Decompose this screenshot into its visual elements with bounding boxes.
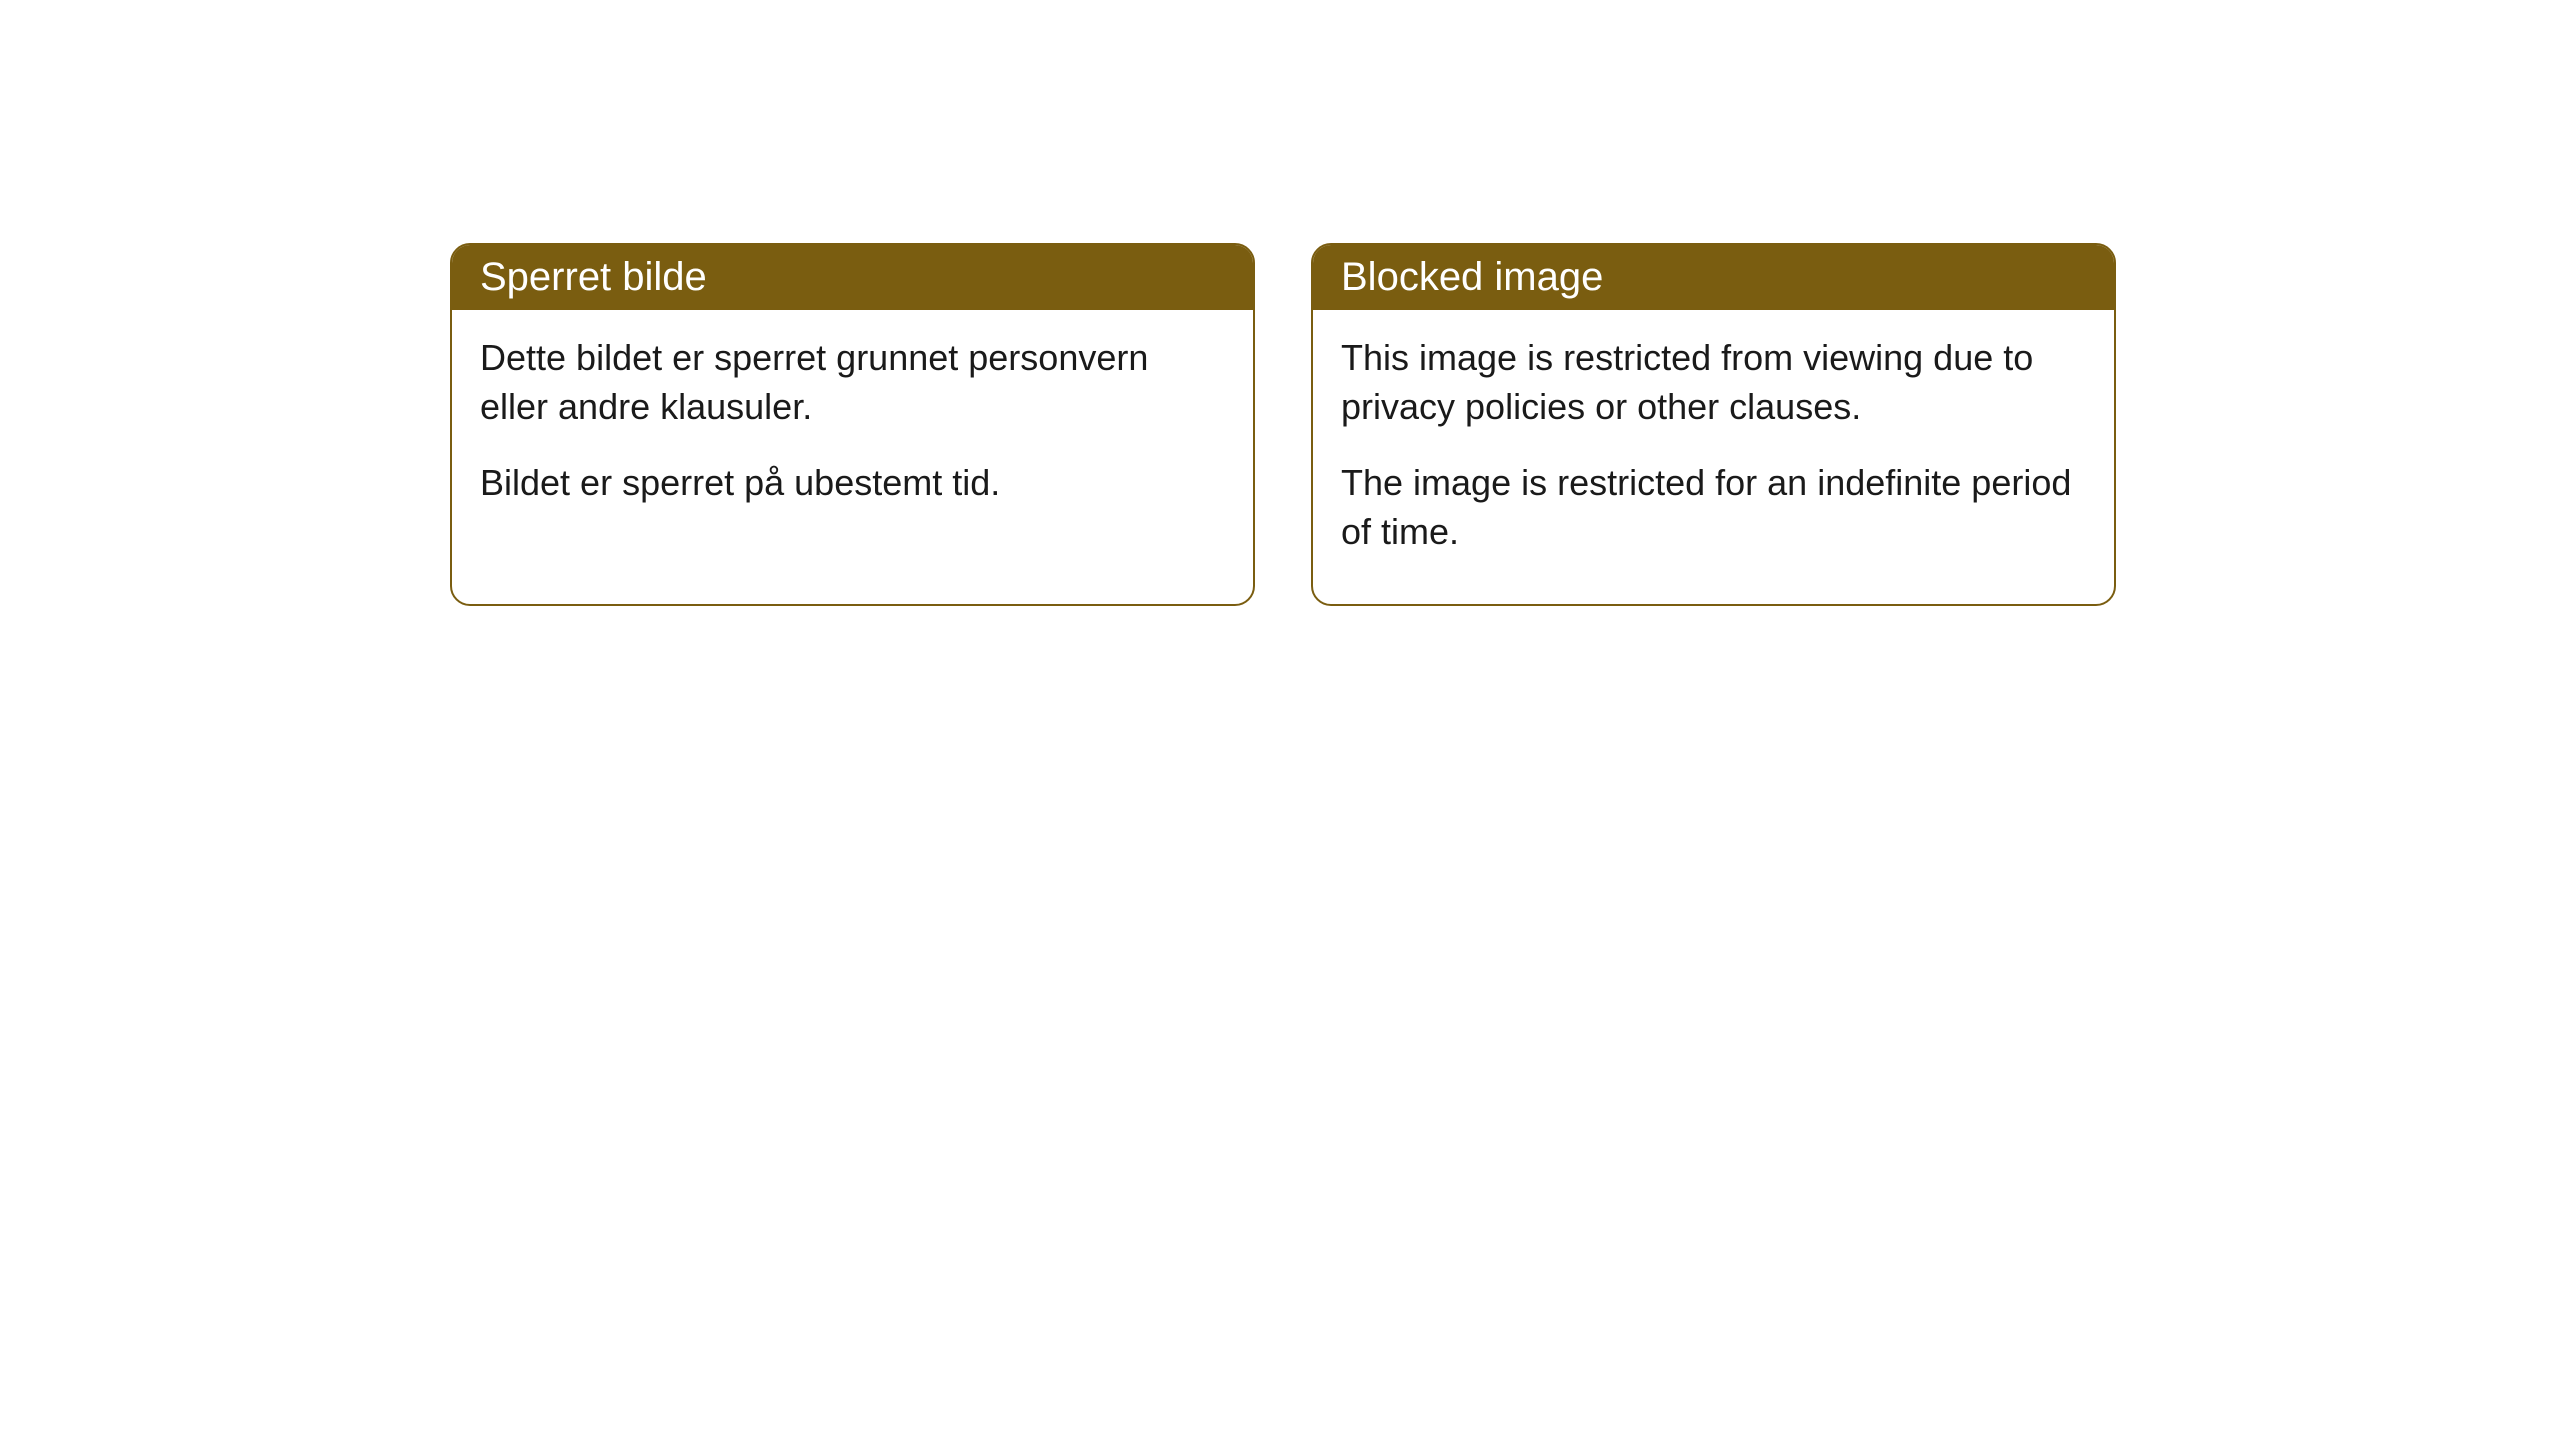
card-title-english: Blocked image	[1341, 255, 1603, 299]
card-header-english: Blocked image	[1313, 245, 2114, 310]
card-header-norwegian: Sperret bilde	[452, 245, 1253, 310]
blocked-image-card-norwegian: Sperret bilde Dette bildet er sperret gr…	[450, 243, 1255, 606]
card-body-norwegian: Dette bildet er sperret grunnet personve…	[452, 310, 1253, 556]
blocked-image-card-english: Blocked image This image is restricted f…	[1311, 243, 2116, 606]
card-title-norwegian: Sperret bilde	[480, 255, 707, 299]
card-body-english: This image is restricted from viewing du…	[1313, 310, 2114, 604]
card-text-english-1: This image is restricted from viewing du…	[1341, 334, 2086, 431]
card-text-english-2: The image is restricted for an indefinit…	[1341, 459, 2086, 556]
card-text-norwegian-2: Bildet er sperret på ubestemt tid.	[480, 459, 1225, 508]
notice-cards-container: Sperret bilde Dette bildet er sperret gr…	[450, 243, 2116, 606]
card-text-norwegian-1: Dette bildet er sperret grunnet personve…	[480, 334, 1225, 431]
